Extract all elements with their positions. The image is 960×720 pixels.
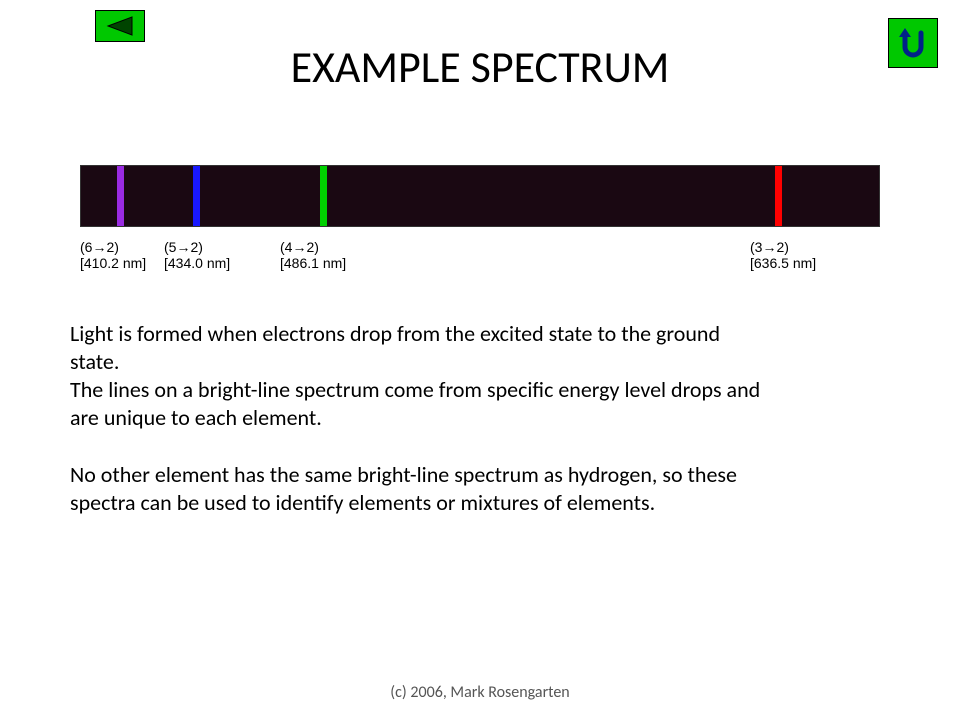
spectrum-label-2: (4→2)[486.1 nm] (280, 239, 346, 271)
explanation-text: Light is formed when electrons drop from… (70, 320, 770, 517)
spectrum-label-1: (5→2)[434.0 nm] (164, 239, 230, 271)
transition-label: (5→2) (164, 239, 230, 255)
wavelength-label: [636.5 nm] (750, 255, 816, 271)
paragraph-1: Light is formed when electrons drop from… (70, 320, 770, 376)
spectrum-label-0: (6→2)[410.2 nm] (80, 239, 146, 271)
arrow-left-icon (106, 15, 134, 37)
transition-label: (4→2) (280, 239, 346, 255)
transition-label: (3→2) (750, 239, 816, 255)
spectrum-diagram: (6→2)[410.2 nm] (5→2)[434.0 nm] (4→2)[486.… (80, 165, 880, 289)
wavelength-label: [486.1 nm] (280, 255, 346, 271)
spectrum-line-1 (193, 166, 200, 226)
spectrum-line-3 (775, 166, 782, 226)
nav-back-button[interactable] (95, 10, 145, 42)
page-title: EXAMPLE SPECTRUM (0, 40, 960, 94)
spectrum-band (80, 165, 880, 227)
spectrum-line-0 (117, 166, 124, 226)
paragraph-2: The lines on a bright-line spectrum come… (70, 376, 770, 432)
transition-label: (6→2) (80, 239, 146, 255)
wavelength-label: [434.0 nm] (164, 255, 230, 271)
spectrum-label-3: (3→2)[636.5 nm] (750, 239, 816, 271)
wavelength-label: [410.2 nm] (80, 255, 146, 271)
spectrum-labels: (6→2)[410.2 nm] (5→2)[434.0 nm] (4→2)[486.… (80, 239, 880, 289)
paragraph-3: No other element has the same bright-lin… (70, 461, 770, 517)
spectrum-line-2 (320, 166, 327, 226)
copyright-footer: (c) 2006, Mark Rosengarten (0, 683, 960, 702)
